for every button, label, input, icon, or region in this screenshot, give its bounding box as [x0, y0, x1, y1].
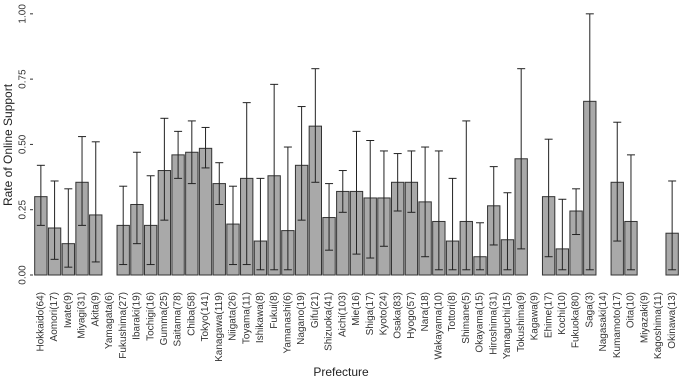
y-tick-label: 0.75	[18, 69, 29, 89]
x-tick-label: Yamanashi(6)	[283, 292, 294, 354]
x-tick-label: Oita(10)	[626, 292, 637, 328]
x-tick-label: Fukushima(27)	[118, 292, 129, 359]
x-tick-label: Akita(9)	[90, 292, 101, 326]
y-tick-label: 0.50	[18, 134, 29, 154]
x-tick-label: Fukuoka(80)	[571, 292, 582, 348]
x-tick-label: Ishikawa(8)	[255, 292, 266, 343]
x-tick-label: Yamaguchi(15)	[502, 292, 513, 359]
x-tick-label: Miyagi(31)	[77, 292, 88, 339]
x-tick-label: Wakayama(10)	[433, 292, 444, 359]
x-tick-label: Tokyo(141)	[200, 292, 211, 341]
x-tick-label: Tokushima(9)	[516, 292, 527, 352]
y-tick-label: 0.25	[18, 200, 29, 220]
x-tick-label: Niigata(26)	[228, 292, 239, 341]
x-tick-label: Yamagata(6)	[104, 292, 115, 349]
x-tick-label: Okinawa(13)	[667, 292, 678, 349]
x-tick-label: Mie(16)	[351, 292, 362, 326]
x-tick-label: Shimane(5)	[461, 292, 472, 344]
x-tick-label: Nagano(19)	[296, 292, 307, 345]
x-tick-label: Tochigi(16)	[145, 292, 156, 341]
x-tick-label: Nagasaki(14)	[598, 292, 609, 351]
x-tick-label: Kumamoto(17)	[612, 292, 623, 358]
x-tick-label: Hiroshima(31)	[488, 292, 499, 355]
x-tick-label: Tottori(8)	[447, 292, 458, 331]
x-tick-label: Gumma(25)	[159, 292, 170, 345]
x-tick-label: Kagawa(9)	[530, 292, 541, 340]
x-tick-label: Miyazaki(9)	[639, 292, 650, 343]
x-tick-label: Saga(3)	[584, 292, 595, 328]
x-axis-title: Prefecture	[313, 365, 369, 379]
x-tick-label: Aomori(17)	[49, 292, 60, 341]
x-tick-label: Gifu(21)	[310, 292, 321, 328]
x-tick-label: Kochi(10)	[557, 292, 568, 335]
x-tick-label: Kanagawa(119)	[214, 292, 225, 362]
x-tick-label: Okayama(15)	[475, 292, 486, 353]
x-tick-label: Hokkaido(64)	[36, 292, 47, 351]
x-tick-label: Hyogo(57)	[406, 292, 417, 339]
x-tick-label: Ibaraki(19)	[132, 292, 143, 340]
x-tick-label: Saitama(78)	[173, 292, 184, 346]
x-tick-label: Ehime(17)	[543, 292, 554, 338]
x-tick-label: Nara(18)	[420, 292, 431, 331]
x-tick-label: Aichi(103)	[337, 292, 348, 337]
x-tick-label: Fukui(8)	[269, 292, 280, 329]
x-tick-label: Kagoshima(11)	[653, 292, 664, 359]
y-tick-label: 1.00	[18, 4, 29, 24]
x-tick-label: Chiba(58)	[186, 292, 197, 336]
x-tick-label: Shizuoka(41)	[324, 292, 335, 351]
y-tick-label: 0.00	[18, 265, 29, 285]
y-axis-title: Rate of Online Support	[1, 83, 15, 206]
x-tick-label: Iwate(9)	[63, 292, 74, 328]
x-tick-label: Kyoto(24)	[379, 292, 390, 335]
x-tick-label: Toyama(11)	[241, 292, 252, 344]
x-tick-label: Osaka(83)	[392, 292, 403, 339]
x-tick-label: Shiga(17)	[365, 292, 376, 335]
